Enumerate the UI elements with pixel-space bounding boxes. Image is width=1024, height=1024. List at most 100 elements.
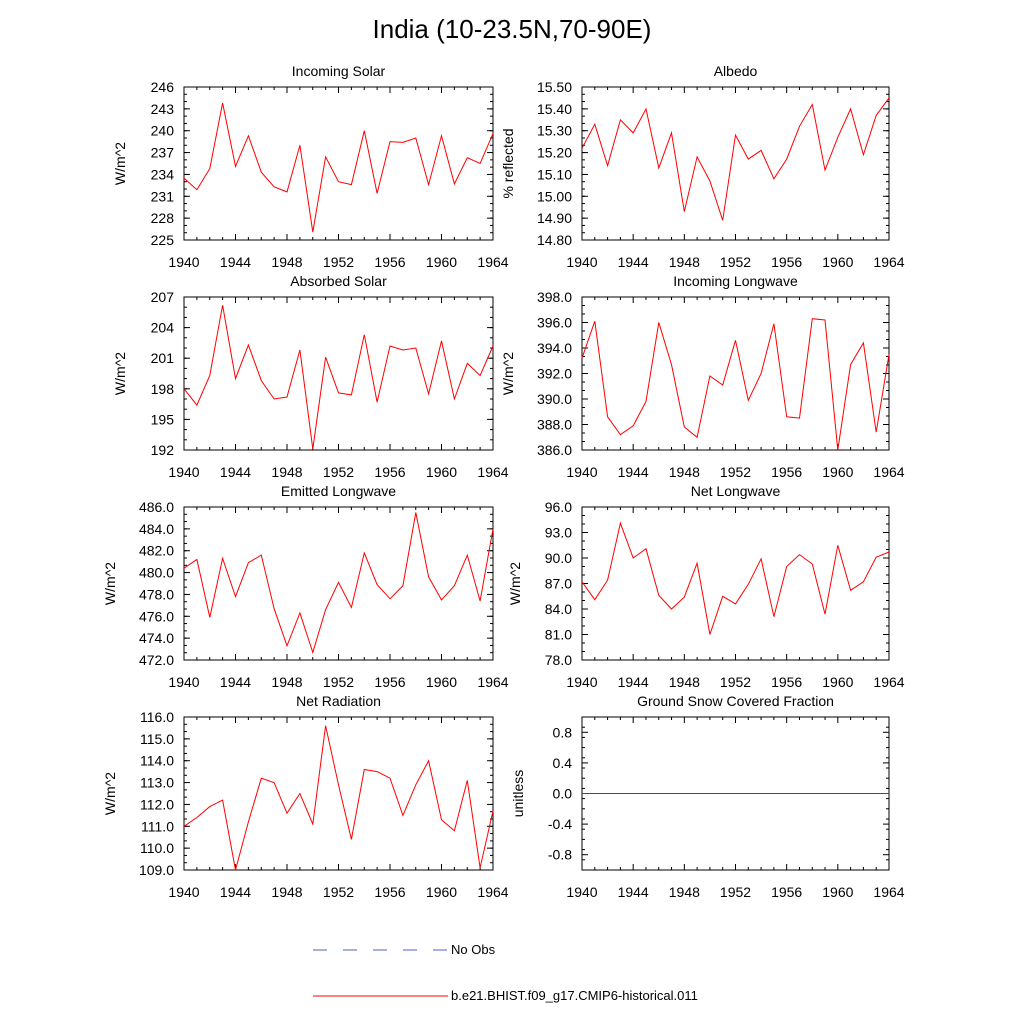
x-tick-label: 1956 bbox=[771, 254, 802, 270]
panel-title: Net Longwave bbox=[691, 483, 781, 499]
y-tick-label: 476.0 bbox=[139, 608, 174, 624]
y-tick-label: 112.0 bbox=[140, 796, 174, 812]
x-tick-label: 1944 bbox=[618, 674, 649, 690]
x-tick-label: 1956 bbox=[771, 884, 802, 900]
x-tick-label: 1956 bbox=[374, 884, 405, 900]
y-tick-label: 15.10 bbox=[537, 166, 572, 182]
y-tick-label: -0.4 bbox=[548, 816, 572, 832]
y-tick-label: 0.4 bbox=[553, 755, 573, 771]
x-tick-label: 1956 bbox=[374, 674, 405, 690]
x-tick-label: 1952 bbox=[720, 254, 751, 270]
series-line bbox=[183, 102, 494, 233]
y-tick-label: 109.0 bbox=[139, 862, 174, 878]
y-tick-label: 15.50 bbox=[537, 79, 572, 95]
x-tick-label: 1964 bbox=[477, 254, 508, 270]
x-tick-label: 1952 bbox=[720, 674, 751, 690]
y-axis-label: W/m^2 bbox=[500, 352, 516, 395]
y-tick-label: 396.0 bbox=[537, 315, 572, 331]
y-tick-label: 96.0 bbox=[545, 499, 572, 515]
y-axis-label: W/m^2 bbox=[112, 142, 128, 185]
x-tick-label: 1948 bbox=[669, 674, 700, 690]
y-tick-label: 14.80 bbox=[537, 232, 572, 248]
y-tick-label: 390.0 bbox=[537, 391, 572, 407]
x-tick-label: 1948 bbox=[271, 464, 302, 480]
plot-frame bbox=[183, 296, 494, 451]
x-tick-label: 1952 bbox=[323, 674, 354, 690]
y-tick-label: 243 bbox=[151, 101, 175, 117]
y-tick-label: 240 bbox=[151, 123, 175, 139]
x-tick-label: 1964 bbox=[873, 254, 904, 270]
y-tick-label: 198 bbox=[151, 381, 175, 397]
y-tick-label: 15.20 bbox=[537, 145, 572, 161]
panel-title: Albedo bbox=[714, 63, 758, 79]
plot-frame bbox=[581, 506, 890, 661]
y-axis-label: W/m^2 bbox=[102, 562, 118, 605]
y-tick-label: 115.0 bbox=[140, 731, 174, 747]
y-tick-label: 81.0 bbox=[545, 627, 572, 643]
plot-frame bbox=[581, 86, 890, 241]
y-tick-label: 237 bbox=[151, 145, 175, 161]
y-tick-label: 474.0 bbox=[139, 630, 174, 646]
x-tick-label: 1948 bbox=[669, 464, 700, 480]
y-tick-label: 486.0 bbox=[139, 499, 174, 515]
x-tick-label: 1940 bbox=[566, 884, 597, 900]
y-tick-label: 478.0 bbox=[139, 586, 174, 602]
y-tick-label: 225 bbox=[151, 232, 175, 248]
panel-1: Albedo % reflected 1940 1944 1948 1952 1956 196… bbox=[500, 63, 905, 270]
y-axis-label: W/m^2 bbox=[507, 562, 523, 605]
x-tick-label: 1940 bbox=[168, 674, 199, 690]
y-axis-label: unitless bbox=[510, 770, 526, 817]
panel-title: Net Radiation bbox=[296, 693, 381, 709]
figure-title: India (10-23.5N,70-90E) bbox=[372, 14, 652, 44]
y-tick-label: 93.0 bbox=[545, 525, 572, 541]
series-line bbox=[183, 305, 494, 450]
y-tick-label: 398.0 bbox=[537, 289, 572, 305]
y-tick-label: 14.90 bbox=[537, 210, 572, 226]
x-tick-label: 1960 bbox=[426, 464, 457, 480]
plot-frame bbox=[183, 716, 494, 871]
y-tick-label: 113.0 bbox=[140, 775, 174, 791]
y-axis-label: W/m^2 bbox=[102, 772, 118, 815]
panel-title: Absorbed Solar bbox=[290, 273, 387, 289]
chart-panels: Incoming Solar W/m^2 1940 1944 1948 1952 1956 1… bbox=[102, 63, 905, 900]
y-tick-label: 392.0 bbox=[537, 366, 572, 382]
y-tick-label: 90.0 bbox=[545, 550, 572, 566]
y-tick-label: -0.8 bbox=[548, 847, 572, 863]
y-tick-label: 480.0 bbox=[139, 565, 174, 581]
y-tick-label: 484.0 bbox=[139, 521, 174, 537]
x-tick-label: 1940 bbox=[168, 884, 199, 900]
y-tick-label: 388.0 bbox=[537, 417, 572, 433]
x-tick-label: 1948 bbox=[669, 254, 700, 270]
series-line bbox=[183, 512, 494, 655]
y-tick-label: 111.0 bbox=[141, 818, 174, 834]
y-tick-label: 110.0 bbox=[140, 840, 174, 856]
x-tick-label: 1940 bbox=[168, 464, 199, 480]
y-tick-label: 201 bbox=[151, 350, 175, 366]
legend-label-obs: No Obs bbox=[451, 942, 496, 957]
y-tick-label: 78.0 bbox=[545, 652, 572, 668]
legend bbox=[313, 949, 448, 997]
x-tick-label: 1944 bbox=[220, 464, 251, 480]
y-tick-label: 204 bbox=[151, 320, 175, 336]
y-tick-label: 195 bbox=[151, 411, 175, 427]
x-tick-label: 1960 bbox=[822, 884, 853, 900]
y-tick-label: 0.8 bbox=[553, 724, 573, 740]
x-tick-label: 1940 bbox=[566, 464, 597, 480]
panel-3: Incoming Longwave W/m^2 1940 1944 1948 1952 19… bbox=[500, 273, 905, 480]
x-tick-label: 1944 bbox=[220, 674, 251, 690]
x-tick-label: 1956 bbox=[374, 254, 405, 270]
y-axis-label: W/m^2 bbox=[112, 352, 128, 395]
x-tick-label: 1960 bbox=[822, 674, 853, 690]
x-tick-label: 1940 bbox=[168, 254, 199, 270]
x-tick-label: 1964 bbox=[477, 464, 508, 480]
x-tick-label: 1944 bbox=[618, 884, 649, 900]
panel-title: Incoming Solar bbox=[292, 63, 386, 79]
y-tick-label: 0.0 bbox=[553, 786, 573, 802]
x-tick-label: 1948 bbox=[669, 884, 700, 900]
panel-5: Net Longwave W/m^2 1940 1944 1948 1952 1956 196… bbox=[507, 483, 905, 690]
x-tick-label: 1948 bbox=[271, 254, 302, 270]
panel-0: Incoming Solar W/m^2 1940 1944 1948 1952 1956 1… bbox=[112, 63, 509, 270]
y-tick-label: 192 bbox=[151, 442, 175, 458]
y-tick-label: 15.30 bbox=[537, 123, 572, 139]
